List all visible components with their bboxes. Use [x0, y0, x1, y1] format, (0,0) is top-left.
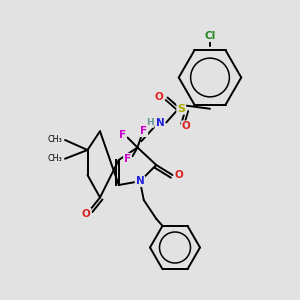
Text: F: F	[124, 154, 131, 164]
Text: O: O	[82, 209, 91, 219]
Text: N: N	[136, 176, 144, 186]
Text: CH₃: CH₃	[48, 136, 62, 145]
Text: CH₃: CH₃	[48, 154, 62, 163]
Text: F: F	[119, 130, 126, 140]
Text: Cl: Cl	[204, 31, 216, 41]
Text: S: S	[177, 104, 185, 114]
Text: H: H	[146, 118, 154, 127]
Text: F: F	[140, 126, 147, 136]
Text: O: O	[174, 170, 183, 180]
Text: N: N	[156, 118, 164, 128]
Text: O: O	[154, 92, 163, 103]
Text: O: O	[182, 121, 190, 131]
